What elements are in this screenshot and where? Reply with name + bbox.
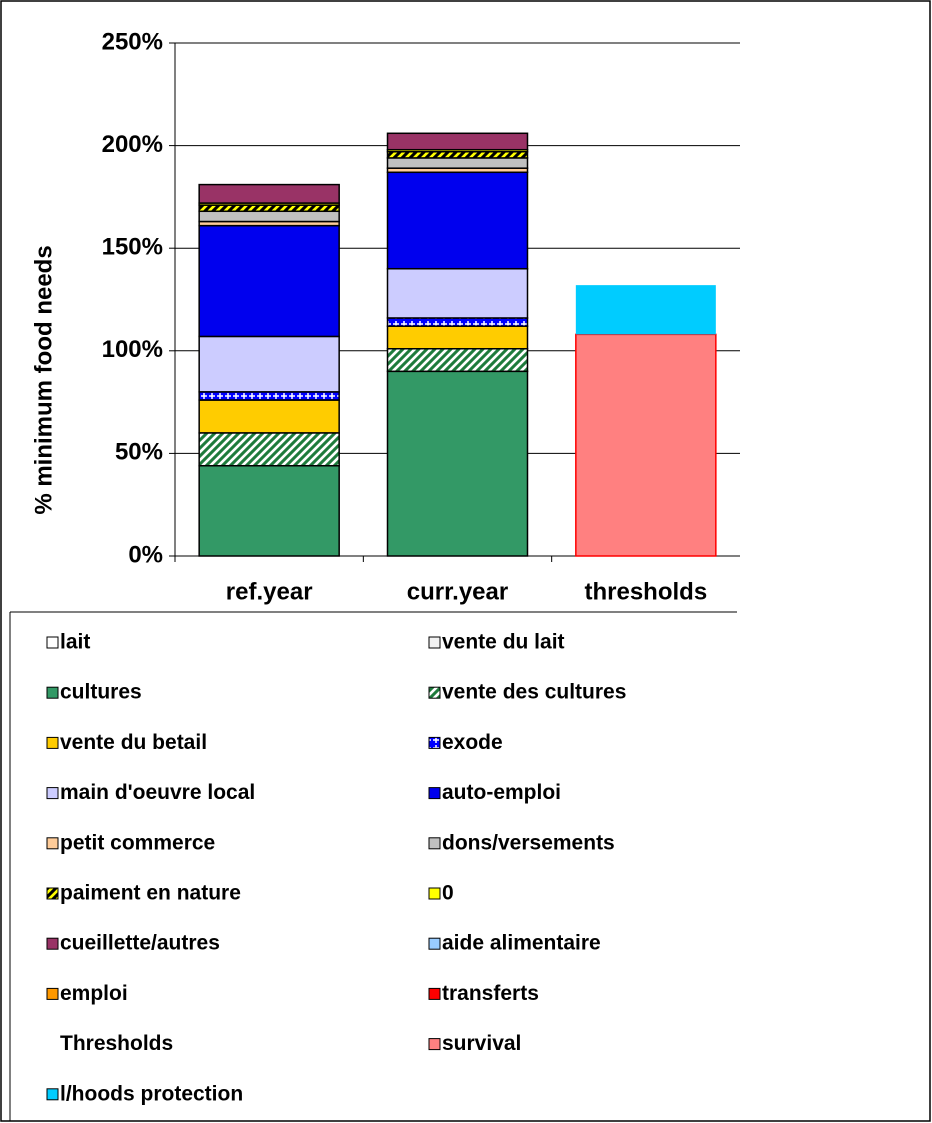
legend-label: survival <box>442 1032 521 1055</box>
y-axis-title: % minimum food needs <box>30 245 57 514</box>
legend-label: Thresholds <box>60 1032 173 1055</box>
legend-swatch <box>46 987 59 1000</box>
bar-segment <box>198 464 340 557</box>
bar-segment <box>386 347 529 373</box>
legend-swatch <box>46 787 59 800</box>
bar-segment <box>386 171 529 270</box>
bar-segment <box>575 333 717 557</box>
legend-swatch <box>428 686 441 699</box>
bar-segment <box>198 432 340 467</box>
bar-segment <box>198 399 340 434</box>
bar-segment <box>386 370 529 557</box>
legend-label: auto-emploi <box>442 781 561 804</box>
bar-segment <box>198 224 340 338</box>
legend-swatch <box>46 1088 59 1101</box>
legend-swatch <box>428 937 441 950</box>
legend-label: vente des cultures <box>442 681 626 704</box>
bar-segment <box>386 267 529 319</box>
bar-segment <box>198 210 340 223</box>
legend-label: cultures <box>60 681 142 704</box>
legend-swatch <box>46 686 59 699</box>
legend-swatch <box>428 736 441 749</box>
legend-swatch <box>46 887 59 900</box>
legend-swatch <box>428 636 441 649</box>
legend-swatch <box>428 837 441 850</box>
y-tick-label: 200% <box>102 131 163 158</box>
legend-label: 0 <box>442 882 454 905</box>
legend-swatch <box>46 736 59 749</box>
legend-label: paiment en nature <box>60 882 241 905</box>
bar-segment <box>386 132 529 151</box>
legend-swatch <box>428 987 441 1000</box>
x-tick-label: thresholds <box>584 578 707 605</box>
bar-segment <box>386 157 529 169</box>
legend-label: petit commerce <box>60 831 215 854</box>
legend-label: lait <box>60 631 90 654</box>
legend-label: emploi <box>60 982 128 1005</box>
bar-segment <box>386 325 529 350</box>
legend-label: aide alimentaire <box>442 932 601 955</box>
x-tick-label: ref.year <box>226 578 313 605</box>
y-tick-label: 250% <box>102 28 163 55</box>
legend-swatch <box>428 787 441 800</box>
bar-segment <box>575 285 716 335</box>
legend-swatch <box>46 837 59 850</box>
y-tick-label: 0% <box>128 541 163 568</box>
legend-label: vente du lait <box>442 631 565 654</box>
legend-swatch <box>428 887 441 900</box>
legend-label: main d'oeuvre local <box>60 781 255 804</box>
y-tick-label: 50% <box>115 439 163 466</box>
bar-segment <box>198 204 340 213</box>
bar-segment <box>386 151 529 159</box>
y-tick-label: 100% <box>102 336 163 363</box>
legend-label: cueillette/autres <box>60 932 220 955</box>
bar-segment <box>198 183 340 204</box>
legend-swatch <box>46 636 59 649</box>
bar-segment <box>198 335 340 393</box>
y-tick-label: 150% <box>102 234 163 261</box>
legend-label: exode <box>442 731 503 754</box>
legend-swatch <box>428 1038 441 1051</box>
bar-segment <box>198 391 340 401</box>
x-tick-label: curr.year <box>407 578 508 605</box>
legend-label: vente du betail <box>60 731 207 754</box>
bar-segment <box>386 317 529 327</box>
legend-label: l/hoods protection <box>60 1082 243 1105</box>
legend-swatch <box>46 937 59 950</box>
legend-label: transferts <box>442 982 539 1005</box>
legend-label: dons/versements <box>442 831 615 854</box>
